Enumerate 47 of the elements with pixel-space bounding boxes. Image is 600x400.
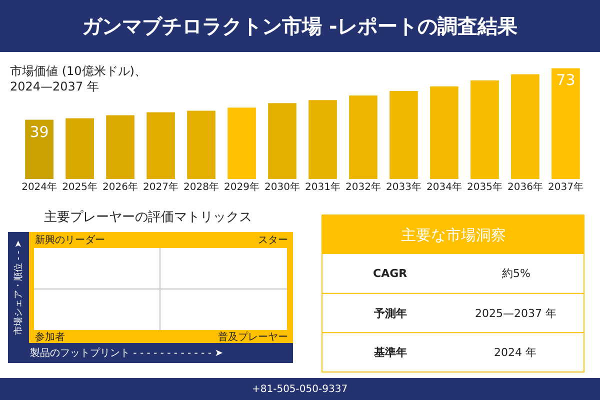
text: 約5%: [502, 267, 530, 280]
text: CAGR: [373, 267, 408, 280]
bar: [25, 120, 54, 179]
x-tick-label: 2034年: [426, 181, 462, 193]
text: 新興のリーダー: [35, 234, 105, 246]
data-label: 73: [556, 71, 576, 90]
bar: [228, 108, 256, 179]
x-tick-label: 2032年: [346, 181, 381, 193]
text: 予測年: [373, 307, 407, 320]
x-tick-label: 2033年: [386, 181, 422, 193]
chart-title: ガンマブチロラクトン市場 -レポートの調査結果: [82, 14, 518, 38]
x-tick-label: 2029年: [224, 181, 260, 193]
x-tick-label: 2031年: [305, 181, 340, 193]
x-tick-label: 2037年: [548, 181, 584, 193]
x-tick-label: 2025年: [62, 181, 98, 193]
text: スター: [258, 235, 288, 246]
bar: [146, 112, 175, 179]
bar: [349, 96, 378, 179]
text: +81-505-050-9337: [252, 384, 348, 395]
text: 製品のフットプリント - - - - - - - - - - - - ➤: [30, 347, 224, 359]
bar: [390, 90, 418, 179]
text: 市場シェア・順位 - - ➤: [13, 240, 24, 335]
x-tick-label: 2024年: [22, 181, 58, 193]
bar: [268, 103, 296, 179]
x-tick-label: 2036年: [507, 181, 543, 193]
bar: [308, 100, 337, 179]
bar: [106, 115, 134, 179]
text: 主要プレーヤーの評価マトリックス: [44, 209, 252, 225]
x-tick-label: 2028年: [184, 181, 219, 193]
text: 2025—2037 年: [475, 307, 556, 320]
text: 普及プレーヤー: [218, 331, 288, 343]
text: 主要な市場洞察: [401, 226, 506, 244]
x-tick-label: 2026年: [102, 181, 138, 193]
x-tick-label: 2035年: [466, 181, 502, 193]
bar: [470, 80, 499, 179]
x-tick-label: 2030年: [264, 181, 300, 193]
y-axis-title: 市場価値 (10億米ドル)、 2024—2037 年: [10, 64, 146, 94]
bar: [552, 68, 580, 179]
text: 参加者: [35, 331, 65, 343]
text: 2024 年: [494, 346, 536, 359]
bar: [430, 86, 458, 179]
text: 基準年: [373, 346, 407, 359]
bar: [66, 118, 94, 179]
bar: [511, 74, 540, 179]
data-label: 39: [30, 122, 49, 141]
bar: [187, 110, 216, 179]
x-tick-label: 2027年: [143, 181, 178, 193]
